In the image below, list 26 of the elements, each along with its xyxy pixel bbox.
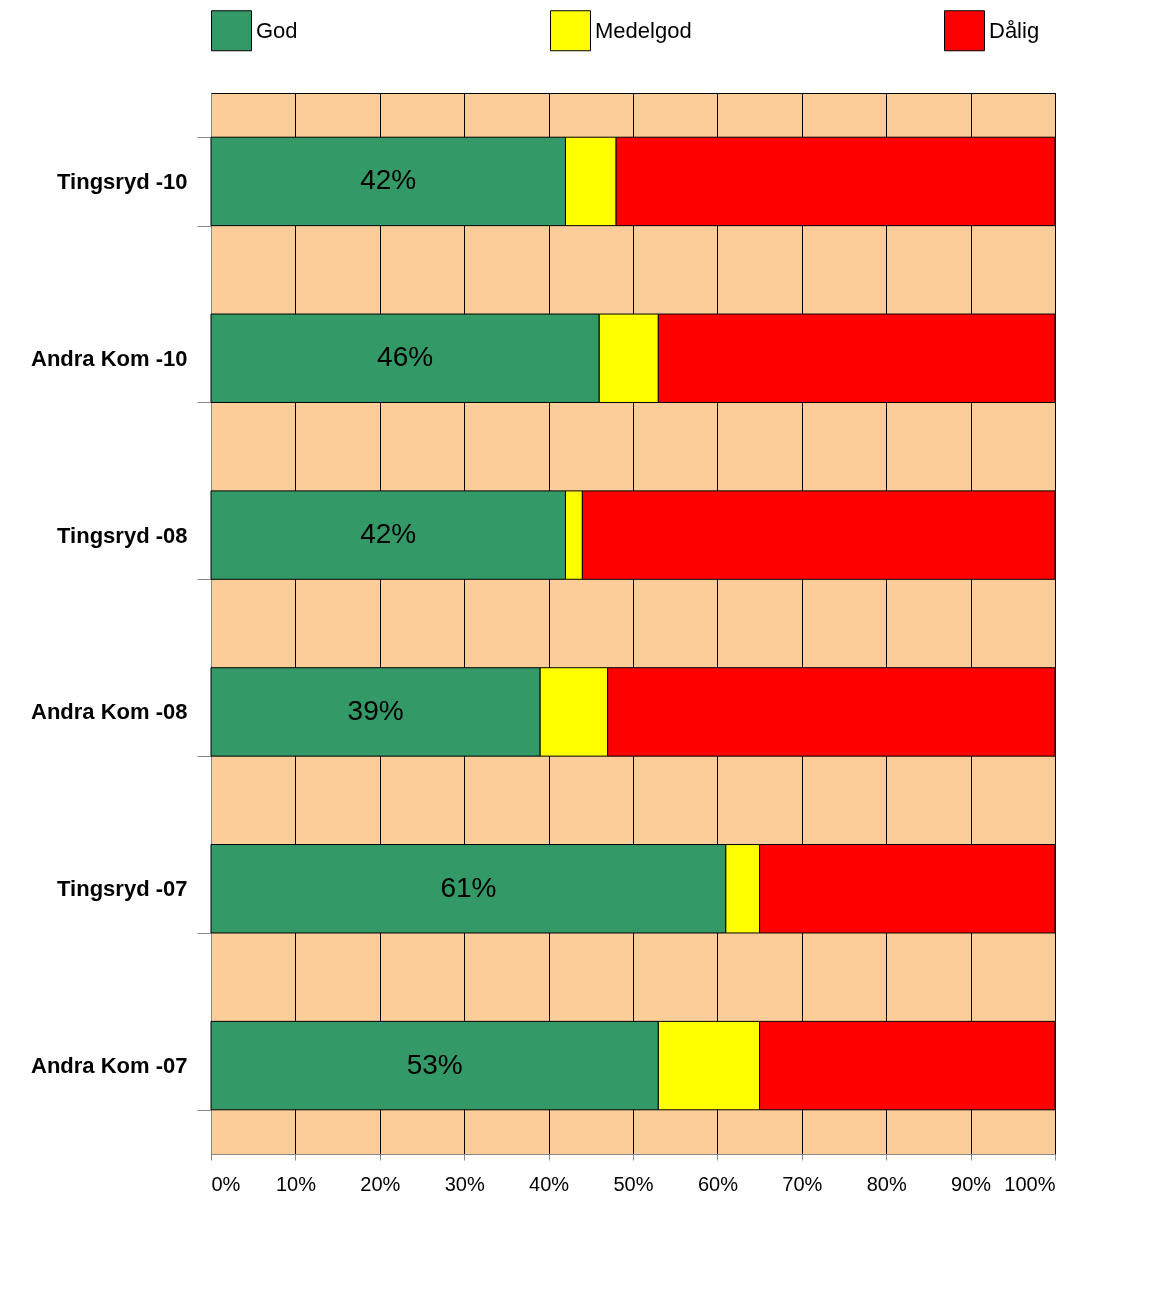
legend-label: Dålig bbox=[989, 17, 1040, 43]
y-tick-label: Andra Kom -07 bbox=[31, 1053, 188, 1079]
data-label: 61% bbox=[440, 871, 497, 903]
y-tick-label: Tingsryd -08 bbox=[57, 522, 188, 548]
x-tick-label: 20% bbox=[360, 1172, 401, 1195]
x-tick-label: 60% bbox=[697, 1172, 739, 1195]
y-tick-label: Tingsryd -10 bbox=[57, 168, 188, 194]
x-tick-label: 0% bbox=[211, 1172, 241, 1195]
x-tick-label: 50% bbox=[613, 1172, 654, 1195]
y-tick-label: Andra Kom -10 bbox=[31, 345, 188, 371]
legend-label: Medelgod bbox=[595, 17, 692, 43]
x-tick-label: 100% bbox=[1004, 1172, 1056, 1195]
data-label: 53% bbox=[406, 1048, 463, 1080]
x-tick-label: 10% bbox=[275, 1172, 317, 1195]
x-tick-label: 90% bbox=[951, 1172, 992, 1195]
data-label: 46% bbox=[377, 341, 434, 373]
legend-label: God bbox=[256, 17, 298, 43]
x-tick-label: 70% bbox=[782, 1172, 823, 1195]
data-label: 42% bbox=[360, 164, 417, 196]
x-tick-label: 30% bbox=[444, 1172, 485, 1195]
data-label: 42% bbox=[360, 518, 417, 550]
x-tick-label: 80% bbox=[866, 1172, 907, 1195]
y-tick-label: Andra Kom -08 bbox=[31, 699, 188, 725]
x-tick-label: 40% bbox=[529, 1172, 570, 1195]
data-label: 39% bbox=[347, 694, 404, 726]
y-tick-label: Tingsryd -07 bbox=[57, 876, 188, 902]
